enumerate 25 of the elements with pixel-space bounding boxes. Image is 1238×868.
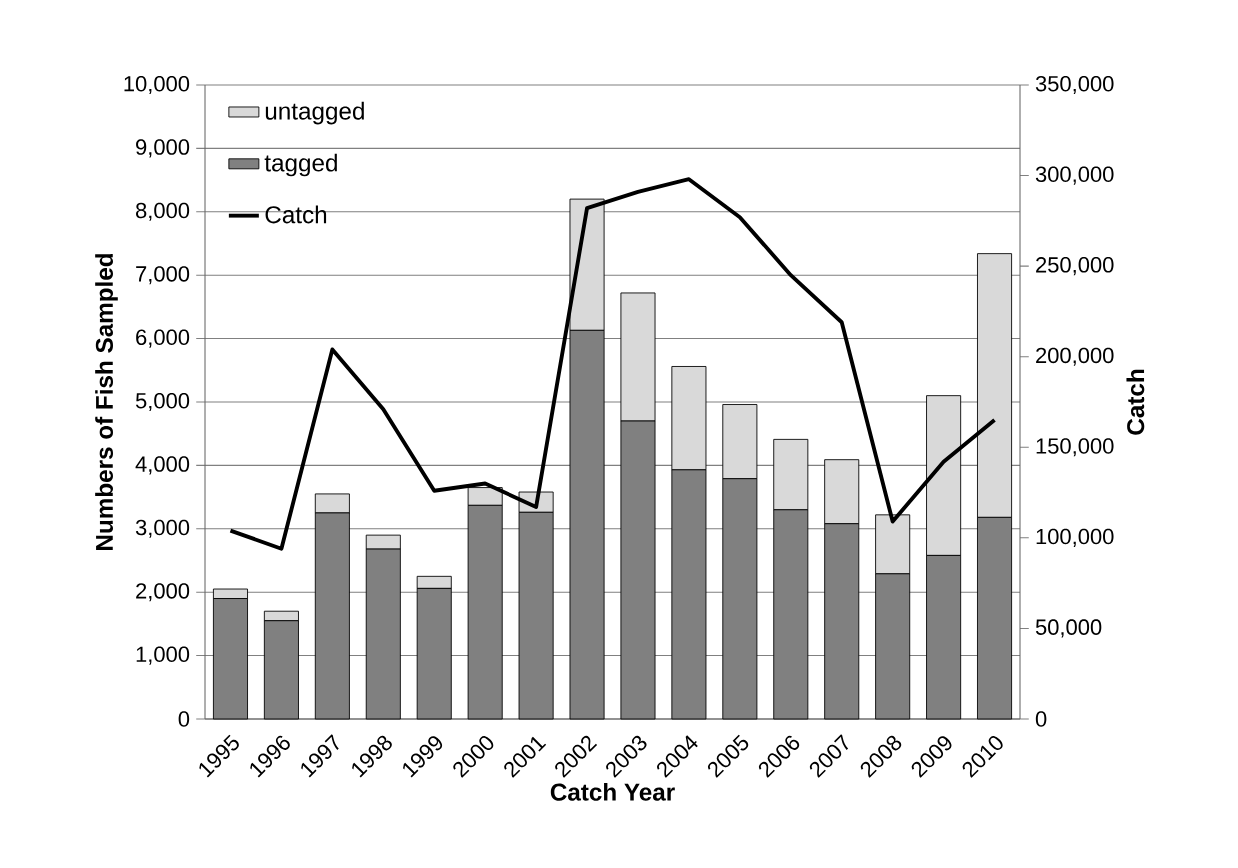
y2-tick-label: 150,000 xyxy=(1036,438,1114,457)
y-tick-label: 6,000 xyxy=(136,329,190,348)
y-axis-title: Numbers of Fish Sampled xyxy=(95,254,118,550)
y-tick-label: 8,000 xyxy=(136,202,190,221)
y2-tick-label: 0 xyxy=(1035,711,1047,727)
y2-tick-label: 350,000 xyxy=(1035,75,1114,95)
y2-tick-label: 300,000 xyxy=(1035,166,1114,185)
y2-tick-label: 50,000 xyxy=(1035,619,1102,638)
y2-tick-label: 100,000 xyxy=(1036,528,1114,547)
legend-label: untagged xyxy=(265,101,364,125)
y2-axis-title: Catch xyxy=(1126,369,1145,435)
y-tick-label: 3,000 xyxy=(135,519,190,538)
y-tick-label: 4,000 xyxy=(135,456,190,475)
legend-label: Catch xyxy=(265,205,327,224)
y-tick-label: 1,000 xyxy=(136,646,190,665)
y2-tick-label: 200,000 xyxy=(1036,347,1114,366)
y-tick-label: 5,000 xyxy=(135,392,190,412)
y-tick-label: 0 xyxy=(178,711,190,727)
y2-tick-label: 250,000 xyxy=(1036,257,1114,276)
y-tick-label: 9,000 xyxy=(136,139,190,158)
legend-label: tagged xyxy=(264,153,337,177)
x-axis-title: Catch Year xyxy=(550,782,675,801)
y-tick-label: 2,000 xyxy=(136,583,190,602)
y-tick-label: 10,000 xyxy=(124,75,190,95)
y-tick-label: 7,000 xyxy=(136,266,190,285)
